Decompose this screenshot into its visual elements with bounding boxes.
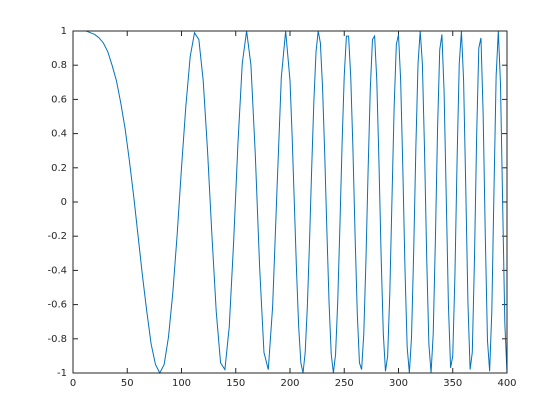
y-tick-label: 0 [61,197,67,208]
data-line [73,30,508,375]
x-tick-label: 150 [226,378,245,389]
y-tick-label: 0.8 [51,60,67,71]
y-tick-label: -0.2 [47,231,67,242]
y-tick-label: -0.6 [47,300,67,311]
y-tick-label: 0.2 [51,163,67,174]
y-tick-label: -0.8 [47,334,67,345]
y-tick-label: -0.4 [47,265,67,276]
y-tick-label: -1 [57,368,67,379]
x-tick-label: 200 [280,378,299,389]
axes-box [72,30,508,374]
x-tick-label: 350 [443,378,462,389]
x-tick-label: 0 [70,378,76,389]
y-tick-label: 1 [61,26,67,37]
x-tick-label: 250 [335,378,354,389]
x-tick-label: 300 [389,378,408,389]
x-tick-label: 400 [497,378,516,389]
x-tick-label: 50 [121,378,134,389]
y-tick-label: 0.6 [51,94,67,105]
y-tick-label: 0.4 [51,129,67,140]
x-tick-label: 100 [172,378,191,389]
